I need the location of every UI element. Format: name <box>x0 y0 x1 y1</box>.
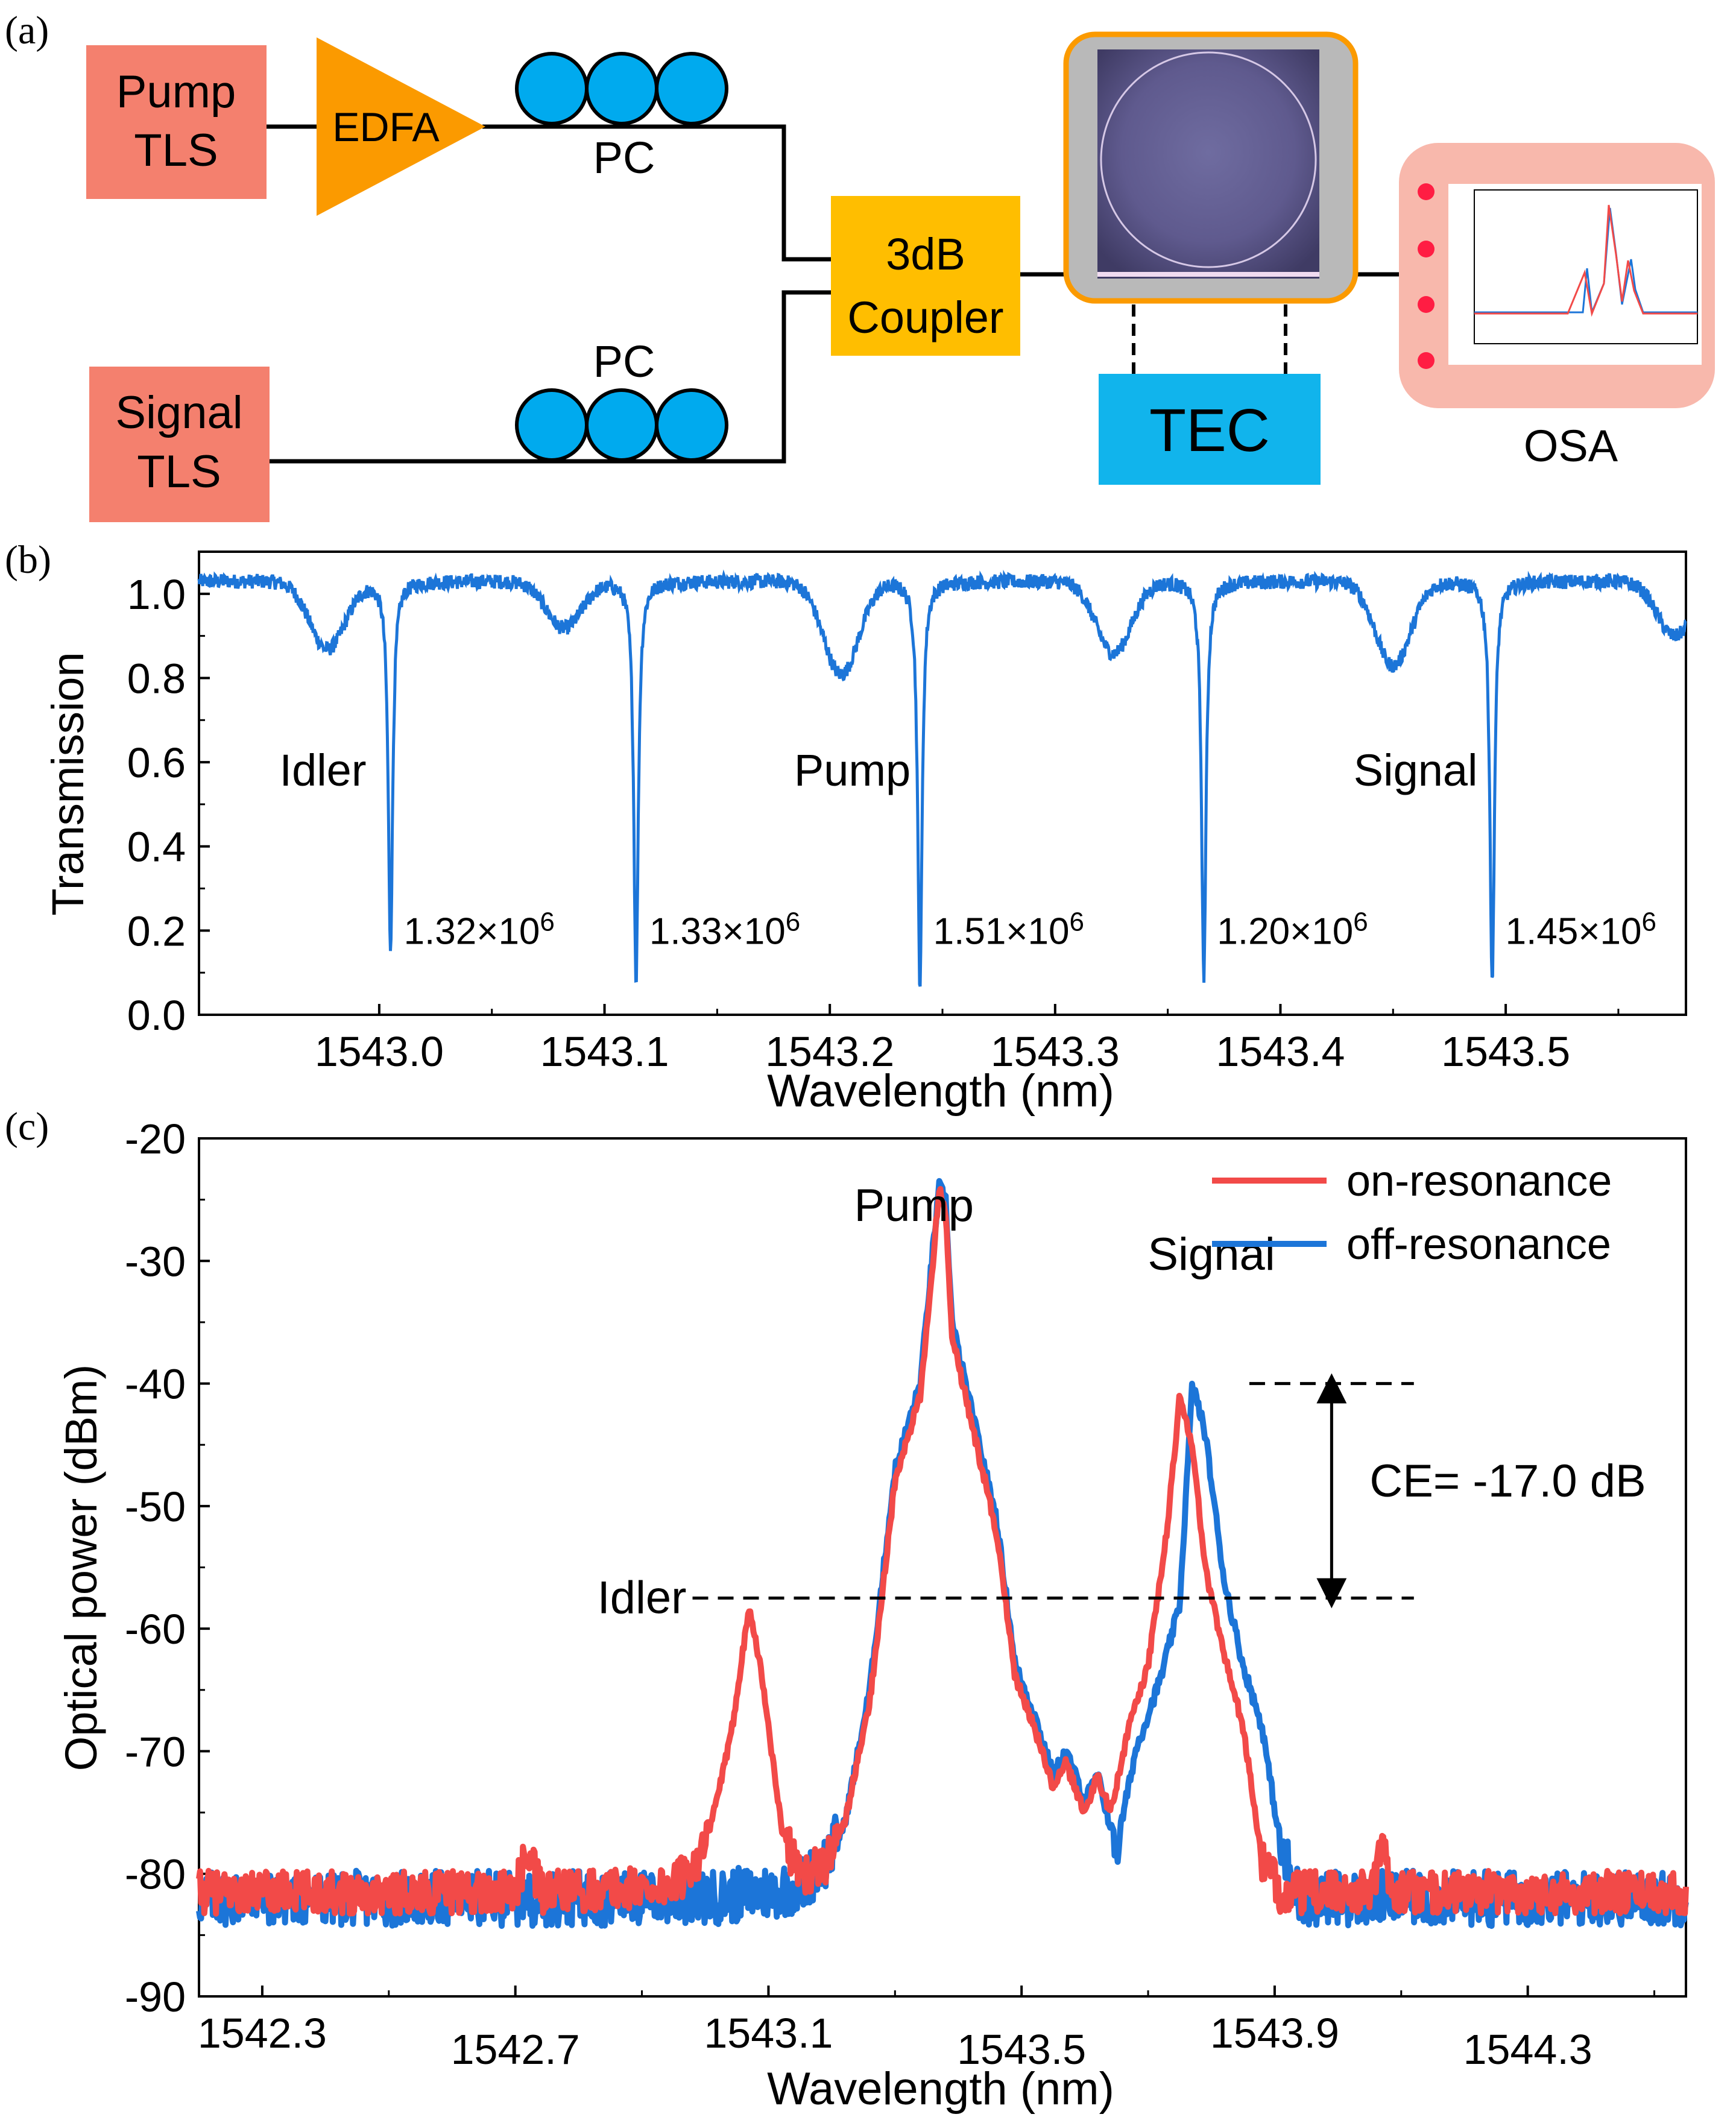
chart-c-ytick-label: -80 <box>125 1851 186 1898</box>
chart-b-ytick-label: 0.0 <box>127 992 186 1039</box>
signal-tls-label-line2: TLS <box>137 446 221 497</box>
chart-c-xtick-label: 1543.1 <box>704 2010 833 2057</box>
chart-b-xlabel: Wavelength (nm) <box>767 1065 1114 1117</box>
osa-label: OSA <box>1524 421 1618 471</box>
chart-b-annotation: Pump <box>794 745 911 795</box>
chart-b-ticks <box>199 592 1620 1016</box>
chart-c-on-resonance-series <box>196 1186 1689 1917</box>
chart-b-annotations: Idler Pump Signal <box>280 745 1478 795</box>
chart-c-ticks <box>199 1137 1656 1998</box>
chart-b-xtick-label: 1543.2 <box>765 1028 894 1075</box>
panel-label-a: (a) <box>5 8 49 52</box>
legend-label-off-resonance: off-resonance <box>1346 1220 1611 1269</box>
chart-c-annotation: Signal <box>1147 1229 1275 1280</box>
chart-b-ytick-label: 0.2 <box>127 907 186 954</box>
pc-bottom <box>515 388 728 462</box>
chart-c-annotation: CE= -17.0 dB <box>1369 1456 1646 1507</box>
chart-c-ytick-label: -90 <box>125 1973 186 2020</box>
chart-b-q-label: 1.32×106 <box>404 907 555 952</box>
chart-b-ytick-label: 1.0 <box>127 571 186 618</box>
coupler-label-line1: 3dB <box>886 229 965 279</box>
pc-bottom-label: PC <box>593 336 655 386</box>
chart-b-ytick-label: 0.4 <box>127 824 186 871</box>
tec-label: TEC <box>1149 397 1270 464</box>
chart-b-ylabel: Transmission <box>43 652 93 915</box>
chart-b-ytick-labels: 0.0 0.2 0.4 0.6 0.8 1.0 <box>127 571 186 1039</box>
chart-c-xlabel: Wavelength (nm) <box>767 2063 1114 2115</box>
chart-b-xtick-label: 1543.1 <box>540 1028 669 1075</box>
chip-image <box>1097 49 1319 279</box>
signal-tls-label-line1: Signal <box>115 387 242 438</box>
chart-c-xtick-labels: 1542.3 1542.7 1543.1 1543.5 1543.9 1544.3 <box>198 2010 1592 2073</box>
chart-c-xtick-label: 1542.3 <box>198 2010 327 2057</box>
chart-b-annotation: Idler <box>280 745 367 795</box>
chart-b-annotation: Signal <box>1354 745 1478 795</box>
legend-label-on-resonance: on-resonance <box>1346 1157 1612 1205</box>
chart-c-legend: on-resonance off-resonance <box>1212 1157 1612 1269</box>
chart-c-ytick-label: -40 <box>125 1361 186 1408</box>
chart-b-xtick-label: 1543.4 <box>1216 1028 1345 1075</box>
chart-b-ytick-label: 0.6 <box>127 739 186 786</box>
tec-box <box>1099 374 1321 485</box>
chart-c-ytick-labels: -20 -30 -40 -50 -60 -70 -80 -90 <box>125 1115 186 2020</box>
chart-b-xtick-label: 1543.5 <box>1441 1028 1570 1075</box>
chart-c-annotation: Pump <box>854 1180 974 1231</box>
panel-label-b: (b) <box>5 538 51 582</box>
chart-c-xtick-label: 1542.7 <box>451 2026 580 2073</box>
chart-c-xtick-label: 1544.3 <box>1463 2026 1592 2073</box>
chart-b-xtick-label: 1543.3 <box>991 1028 1120 1075</box>
chart-b-transmission-series <box>197 569 1687 987</box>
chart-c-ytick-label: -30 <box>125 1238 186 1285</box>
pump-tls-label-line1: Pump <box>116 66 236 118</box>
chart-b-q-label: 1.20×106 <box>1217 907 1368 952</box>
panel-a: (a) Pump TLS EDFA PC Signal TLS PC <box>5 8 1715 522</box>
panel-b: (b) 0.00.20.40.60.81.0 1543.0 1543.1 1543.… <box>5 538 1687 1117</box>
chart-b-q-labels: 1.32×106 1.33×106 1.51×106 1.20×106 1.45×106 <box>404 907 1656 952</box>
chart-b-q-label: 1.45×106 <box>1506 907 1656 952</box>
edfa-amplifier <box>317 37 485 216</box>
edfa-label: EDFA <box>332 104 440 150</box>
osa-buttons <box>1418 183 1435 369</box>
chart-c-ce-guides <box>692 1373 1414 1609</box>
chart-c-xtick-label: 1543.9 <box>1210 2010 1339 2057</box>
fiber-lines <box>267 124 1399 464</box>
chart-c-annotations: Pump Signal Idler CE= -17.0 dB <box>598 1180 1646 1624</box>
osa-screen <box>1448 184 1702 365</box>
chart-c-ytick-label: -50 <box>125 1483 186 1530</box>
microring <box>1100 51 1317 268</box>
coupler-box <box>831 196 1020 356</box>
pc-top-label: PC <box>593 133 655 183</box>
pump-tls-box <box>86 45 267 199</box>
chart-b-xtick-label: 1543.0 <box>315 1028 444 1075</box>
pc-top <box>515 52 728 125</box>
pump-tls-label-line2: TLS <box>134 125 218 176</box>
chart-c-xtick-label: 1543.5 <box>957 2026 1086 2073</box>
osa-screen-plot <box>1474 189 1698 344</box>
chart-c-ytick-label: -20 <box>125 1115 186 1162</box>
chart-c-ytick-label: -70 <box>125 1728 186 1775</box>
chart-c-ytick-label: -60 <box>125 1606 186 1653</box>
chart-b-xtick-labels: 1543.0 1543.1 1543.2 1543.3 1543.4 1543.5 <box>315 1028 1570 1075</box>
signal-tls-box <box>89 367 270 522</box>
chart-b-ytick-label: 0.8 <box>127 655 186 702</box>
chart-b-q-label: 1.33×106 <box>649 907 800 952</box>
chart-c-annotation: Idler <box>598 1572 687 1623</box>
chart-c-ylabel: Optical power (dBm) <box>56 1364 106 1771</box>
panel-c: (c) -20-30-40-50-60-70-80-90 1542.3 1542.… <box>5 1105 1689 2115</box>
chart-c-off-resonance-series <box>196 1178 1689 1929</box>
coupler-label-line2: Coupler <box>847 292 1003 342</box>
panel-label-c: (c) <box>5 1105 49 1149</box>
chart-b-q-label: 1.51×106 <box>933 907 1084 952</box>
